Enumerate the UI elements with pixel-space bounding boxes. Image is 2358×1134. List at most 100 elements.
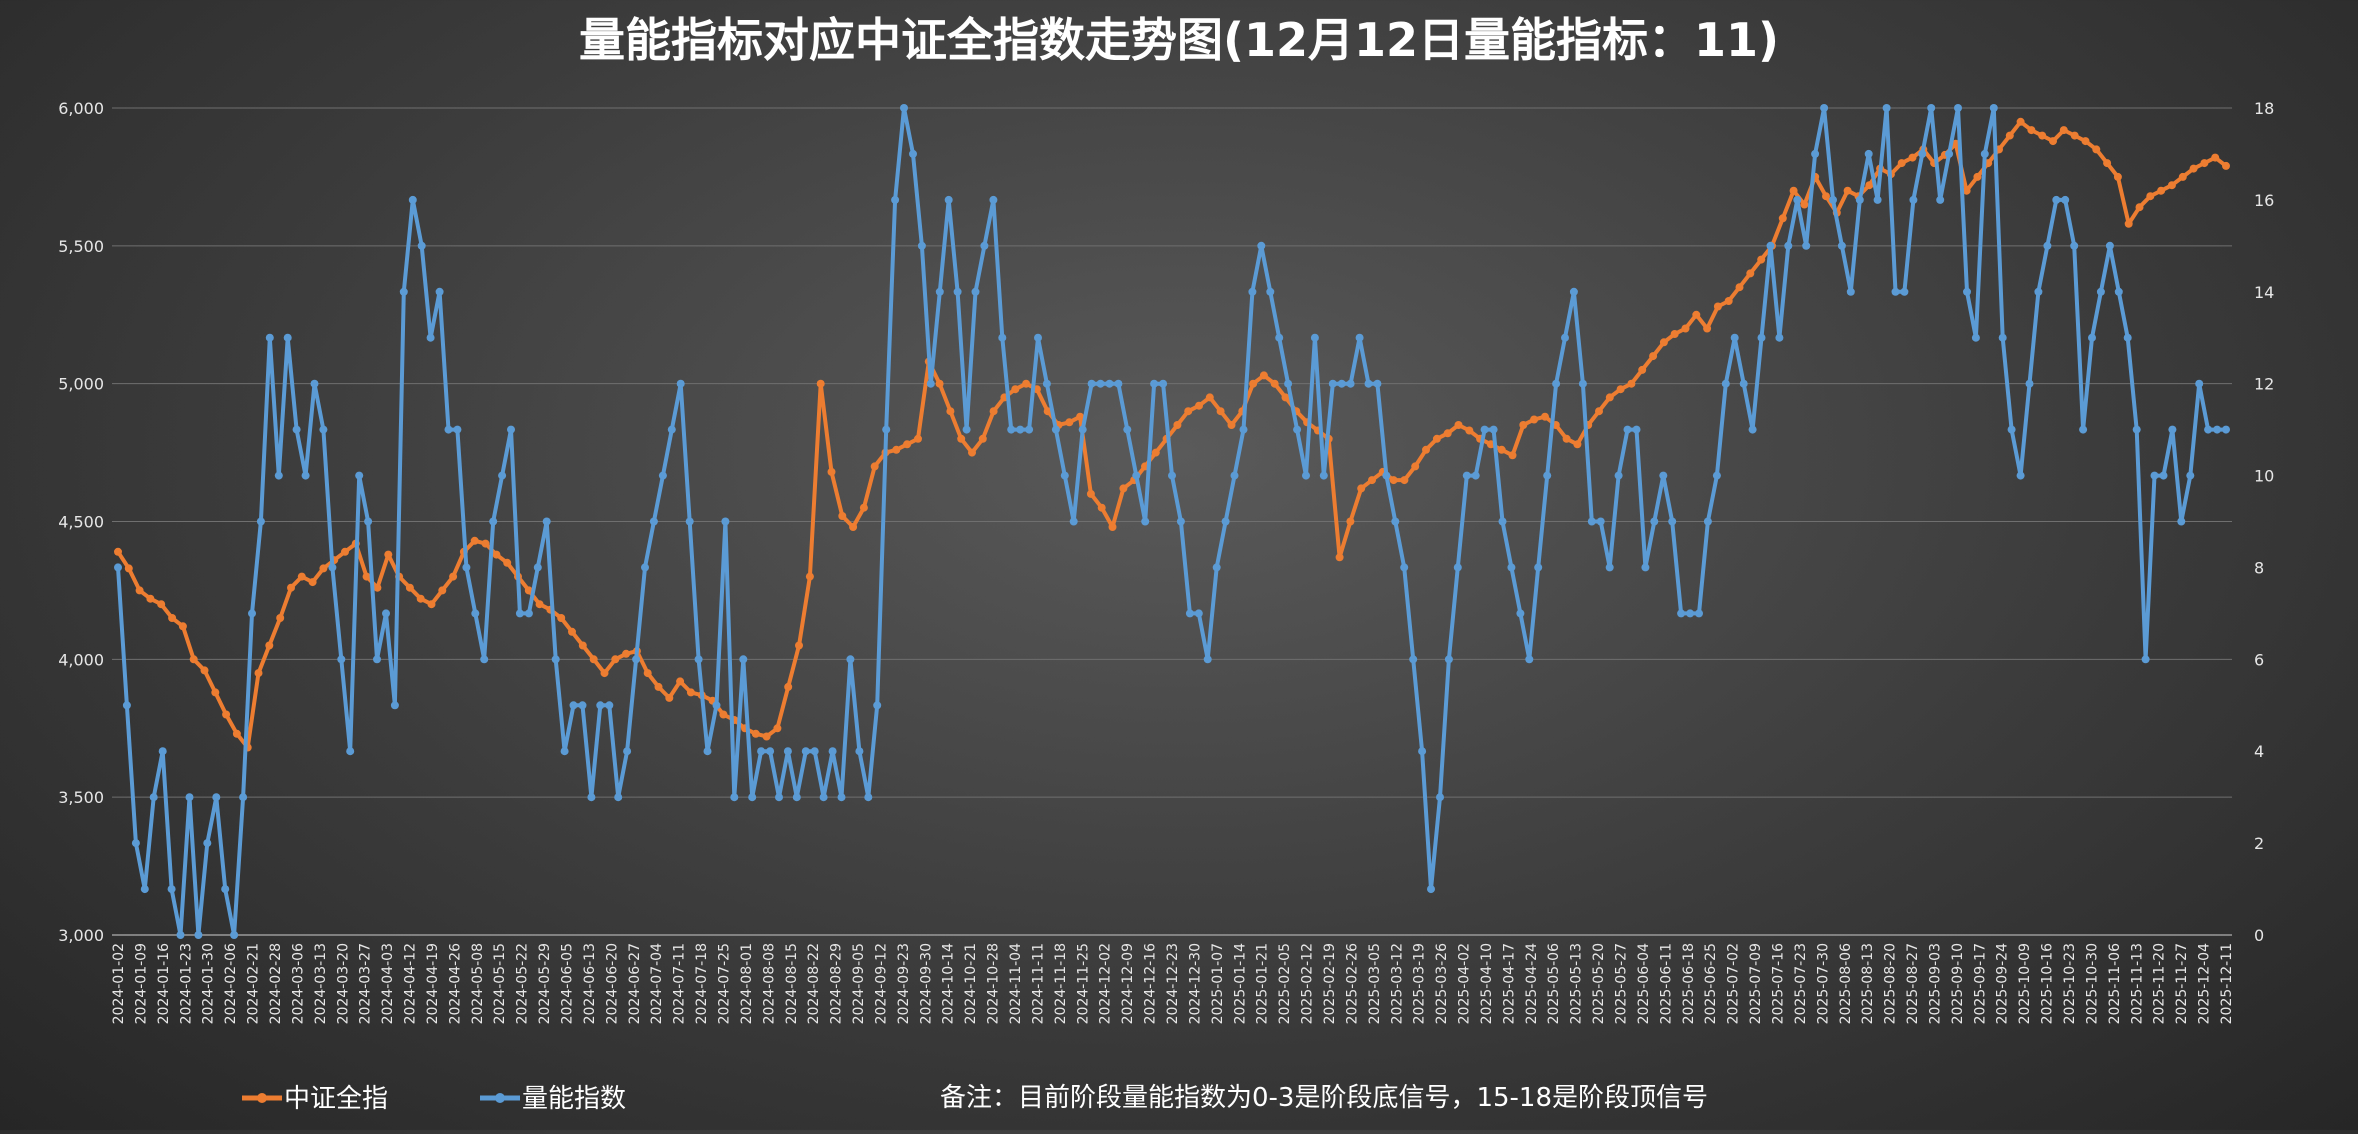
data-point [828, 747, 837, 756]
data-point [373, 583, 382, 592]
data-point [795, 641, 803, 650]
data-point [1668, 517, 1677, 526]
x-tick-label: 2025-08-06 [1838, 943, 1854, 1024]
x-tick-label: 2025-06-11 [1658, 943, 1674, 1024]
x-tick-label: 2024-08-01 [739, 943, 755, 1024]
data-point [492, 550, 501, 559]
data-point [1480, 425, 1489, 434]
data-point [957, 434, 966, 443]
data-point [1078, 425, 1087, 434]
data-point [535, 600, 544, 609]
data-point [1681, 324, 1690, 333]
data-point [773, 724, 782, 733]
data-point [1945, 149, 1954, 158]
data-point [158, 747, 167, 756]
data-point [1498, 517, 1507, 526]
x-tick-label: 2024-06-27 [627, 943, 643, 1024]
data-point [292, 425, 301, 434]
x-tick-label: 2025-02-26 [1344, 943, 1360, 1024]
x-tick-label: 2024-02-06 [223, 943, 239, 1024]
data-point [1400, 476, 1409, 485]
x-tick-label: 2024-12-02 [1098, 943, 1114, 1024]
data-point [524, 586, 533, 595]
data-point [1837, 241, 1846, 250]
data-point [837, 793, 846, 802]
data-point [384, 550, 393, 559]
data-point [1638, 365, 1647, 374]
data-point [1270, 379, 1279, 388]
data-point [2178, 172, 2187, 181]
x-tick-label: 2024-05-15 [492, 943, 508, 1024]
legend-item-volume-index[interactable]: 量能指数 [480, 1084, 626, 1114]
x-tick-label: 2024-09-30 [918, 943, 934, 1024]
data-point [1614, 471, 1623, 480]
data-point [1087, 379, 1096, 388]
data-point [568, 627, 576, 636]
x-tick-label: 2025-08-13 [1860, 943, 1876, 1024]
x-tick-label: 2024-03-06 [290, 943, 306, 1024]
data-point [1060, 471, 1069, 480]
data-point [203, 839, 212, 848]
data-point [1203, 655, 1212, 664]
data-point [1069, 517, 1078, 526]
x-tick-label: 2024-12-09 [1120, 943, 1136, 1024]
data-point [2007, 425, 2016, 434]
data-point [1114, 379, 1123, 388]
x-tick-label: 2024-08-22 [806, 943, 822, 1024]
data-point [926, 379, 935, 388]
data-point [1578, 379, 1587, 388]
data-point [1184, 407, 1193, 416]
data-point [2195, 379, 2204, 388]
data-point [783, 747, 792, 756]
data-point [1418, 747, 1427, 756]
data-point [1346, 517, 1355, 526]
data-point [1873, 195, 1882, 204]
data-point [1908, 153, 1917, 162]
data-point [462, 563, 471, 572]
data-point [1778, 214, 1787, 223]
data-point [1411, 462, 1420, 471]
data-point [274, 471, 283, 480]
data-point [1086, 489, 1095, 498]
data-point [1391, 517, 1400, 526]
data-point [1927, 104, 1936, 112]
data-point [730, 793, 739, 802]
data-point [855, 747, 864, 756]
data-point [2222, 161, 2230, 170]
data-point [1766, 241, 1775, 250]
data-point [892, 445, 901, 454]
data-point [408, 195, 417, 204]
data-point [1616, 385, 1625, 394]
x-tick-label: 2025-05-13 [1569, 943, 1585, 1024]
x-tick-label: 2024-04-03 [380, 943, 396, 1024]
data-point [157, 600, 166, 609]
data-point [1043, 407, 1052, 416]
data-point [882, 425, 891, 434]
data-point [838, 512, 847, 520]
data-point [643, 669, 652, 678]
data-point [1443, 429, 1452, 438]
data-point [1357, 484, 1366, 493]
legend-item-csi-all-index[interactable]: 中证全指 [242, 1084, 388, 1114]
data-point [2177, 517, 2186, 526]
x-tick-label: 2024-09-12 [873, 943, 889, 1024]
data-point [319, 564, 328, 573]
x-tick-label: 2025-07-09 [1748, 943, 1764, 1024]
data-point [2070, 241, 2079, 250]
data-point [1422, 445, 1430, 454]
data-point [222, 710, 231, 719]
x-tick-label: 2025-03-19 [1412, 943, 1428, 1024]
data-point [1713, 302, 1722, 311]
data-point [310, 379, 319, 388]
data-point [2135, 203, 2144, 212]
data-point [870, 462, 879, 471]
data-point [2168, 425, 2177, 434]
data-point [1632, 425, 1641, 434]
data-point [1802, 241, 1811, 250]
data-point [2016, 117, 2025, 126]
x-tick-label: 2024-05-08 [470, 943, 486, 1024]
data-point [2204, 425, 2213, 434]
data-point [1677, 609, 1686, 618]
y-right-tick-label: 14 [2254, 283, 2274, 302]
data-point [805, 572, 814, 581]
